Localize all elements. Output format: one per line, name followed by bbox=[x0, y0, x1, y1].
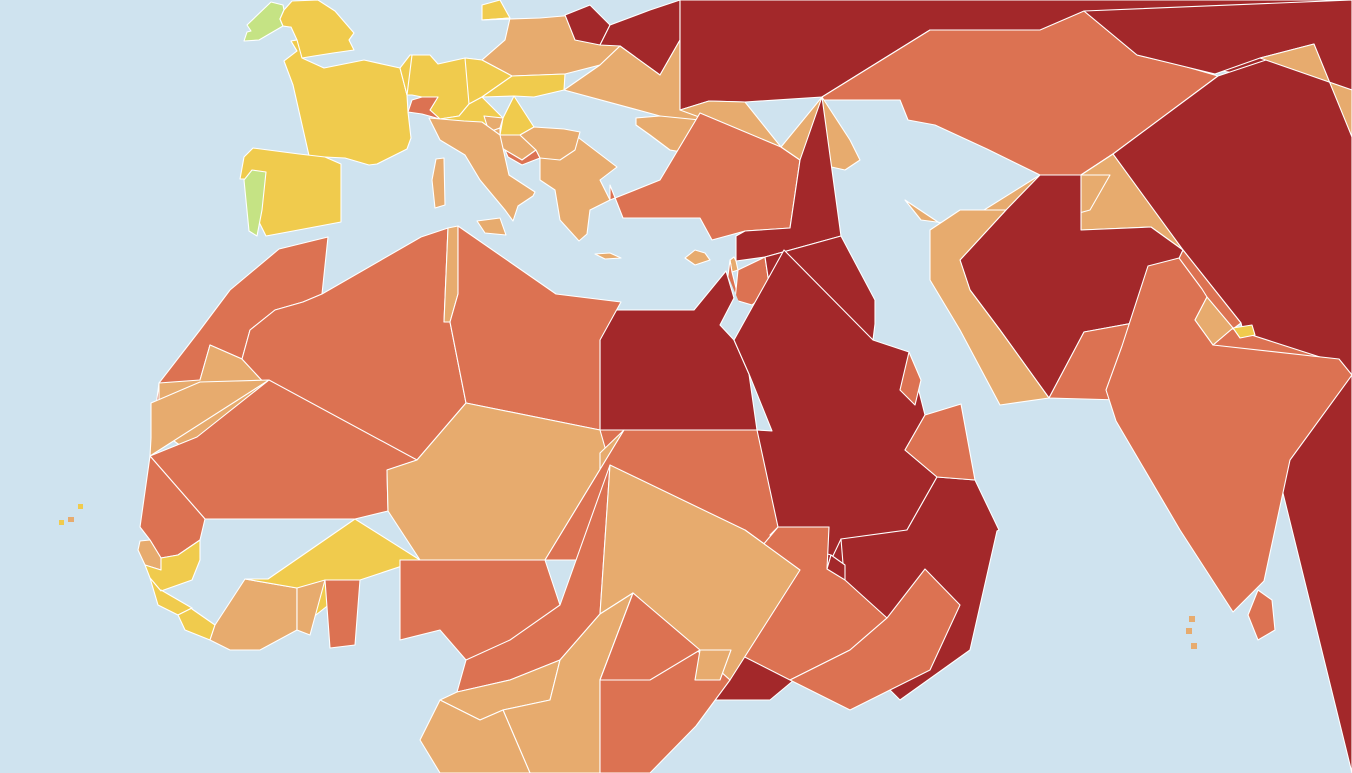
canary1 bbox=[78, 504, 83, 509]
canary2 bbox=[68, 517, 74, 522]
maldives1 bbox=[1189, 616, 1195, 622]
maldives2 bbox=[1186, 628, 1192, 634]
maldives3 bbox=[1191, 643, 1197, 649]
togo_benin bbox=[325, 580, 360, 648]
canary3 bbox=[59, 520, 64, 525]
